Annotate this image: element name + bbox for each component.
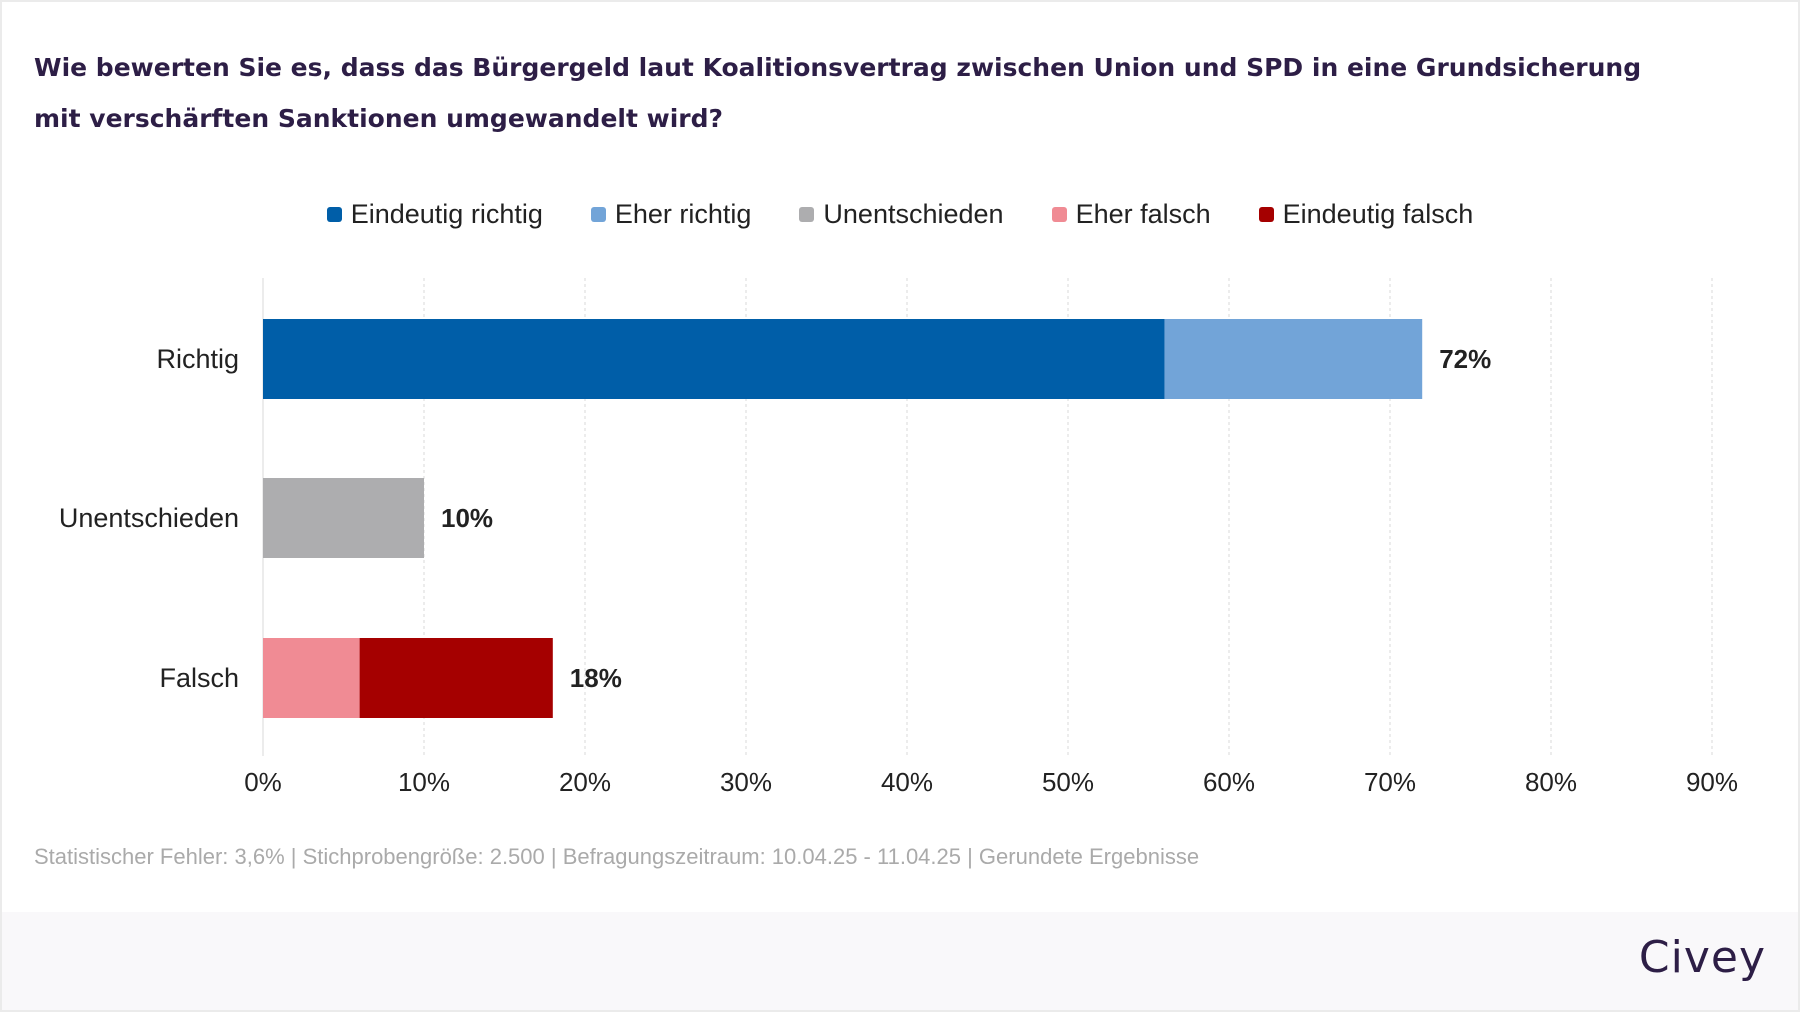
legend: Eindeutig richtig Eher richtig Unentschied…	[0, 192, 1800, 236]
x-tick-label: 90%	[1686, 767, 1738, 797]
legend-swatch	[799, 206, 815, 222]
x-tick-label: 80%	[1525, 767, 1577, 797]
bar-chart: 0% 10% 20% 30% 40% 50% 60% 70% 80% 90% Richtig 72% U…	[59, 278, 1738, 797]
category-label: Richtig	[156, 344, 239, 374]
x-tick-label: 20%	[559, 767, 611, 797]
legend-item[interactable]: Eher richtig	[590, 198, 752, 230]
methodology-footnote: Statistischer Fehler: 3,6% | Stichproben…	[34, 844, 1200, 869]
legend-item[interactable]: Unentschieden	[799, 198, 1004, 230]
category-label: Unentschieden	[59, 503, 239, 533]
x-tick-label: 50%	[1042, 767, 1094, 797]
x-tick-label: 40%	[881, 767, 933, 797]
bar-segment	[263, 478, 424, 558]
legend-swatch	[590, 206, 606, 222]
legend-label: Eindeutig richtig	[350, 198, 543, 229]
legend-swatch	[1258, 206, 1274, 222]
data-label: 72%	[1439, 344, 1491, 374]
question-title: Wie bewerten Sie es, dass das Bürgergeld…	[34, 53, 1642, 133]
civey-logo[interactable]: Civey	[1638, 932, 1766, 983]
x-tick-label: 10%	[398, 767, 450, 797]
legend-item[interactable]: Eher falsch	[1051, 198, 1211, 230]
legend-label: Eher richtig	[614, 198, 752, 229]
footer-bar: Civey	[2, 912, 1798, 1010]
x-tick-label: 30%	[720, 767, 772, 797]
legend-swatch	[1051, 206, 1067, 222]
legend-item[interactable]: Eindeutig falsch	[1258, 198, 1474, 230]
x-tick-label: 0%	[244, 767, 282, 797]
legend-swatch	[326, 206, 342, 222]
legend-item[interactable]: Eindeutig richtig	[326, 198, 543, 230]
legend-label: Unentschieden	[823, 198, 1004, 229]
legend-label: Eher falsch	[1075, 198, 1211, 229]
bar-segment	[359, 638, 553, 718]
data-label: 18%	[570, 663, 622, 693]
x-tick-label: 60%	[1203, 767, 1255, 797]
bar-segment	[263, 638, 360, 718]
x-tick-label: 70%	[1364, 767, 1416, 797]
category-label: Falsch	[159, 663, 239, 693]
bar-segment	[263, 319, 1165, 399]
data-label: 10%	[441, 503, 493, 533]
legend-label: Eindeutig falsch	[1282, 198, 1474, 229]
bar-segment	[1164, 319, 1423, 399]
